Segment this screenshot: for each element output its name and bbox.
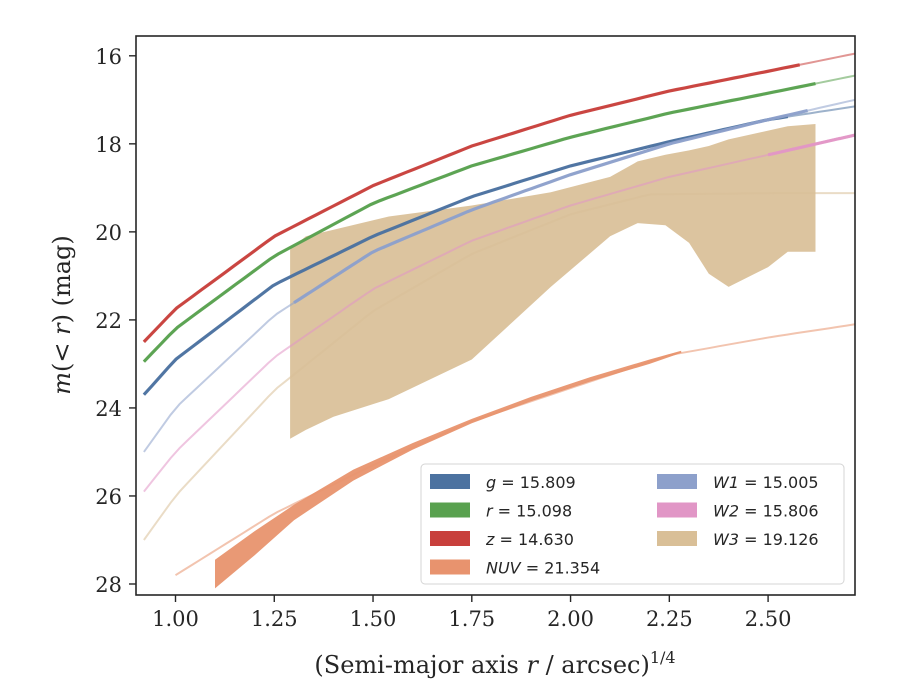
legend-entry-nuv: NUV = 21.354 [430, 559, 600, 578]
plot-frame [135, 35, 856, 596]
legend-swatch [657, 474, 697, 489]
legend-entry-g: g = 15.809 [430, 473, 576, 492]
y-axis: 16 18 20 22 24 26 28 [95, 45, 136, 597]
y-tick-label: 22 [95, 309, 122, 333]
x-tick-label: 1.50 [350, 607, 397, 631]
legend-entry-w1: W1 = 15.005 [657, 473, 819, 492]
x-tick-label: 1.75 [448, 607, 495, 631]
x-tick-label: 2.50 [745, 607, 792, 631]
legend-swatch [430, 502, 470, 518]
data-curve-z [142, 63, 801, 344]
legend-label: r = 15.098 [486, 502, 572, 521]
x-tick-label: 1.25 [251, 607, 298, 631]
x-tick-label: 2.00 [547, 607, 594, 631]
y-axis-label-text: m(< r) (mag) [48, 235, 76, 395]
legend: g = 15.809 r = 15.098 z = 14.630 NUV = 21.3… [420, 463, 845, 585]
legend-entry-w2: W2 = 15.806 [657, 502, 819, 521]
legend-entry-w3: W3 = 19.126 [657, 530, 819, 549]
legend-label: W2 = 15.806 [713, 502, 819, 521]
x-axis: 1.00 1.25 1.50 1.75 2.00 2.25 2.50 [152, 595, 791, 631]
legend-label: W3 = 19.126 [713, 530, 819, 549]
legend-swatch [430, 559, 470, 575]
x-axis-label-text: (Semi-major axis r / arcsec)1/4 [314, 648, 675, 679]
plot-area [142, 52, 855, 589]
legend-swatch [657, 502, 697, 518]
y-tick-label: 28 [95, 573, 122, 597]
data-curve-w2 [767, 133, 855, 157]
legend-label: g = 15.809 [486, 473, 576, 492]
data-curve-g [142, 115, 789, 396]
y-tick-label: 20 [95, 221, 122, 245]
y-axis-label: m(< r) (mag) [48, 235, 76, 395]
data-curve-r [142, 82, 816, 363]
legend-swatch [430, 531, 470, 546]
w3-uncertainty-band [290, 124, 816, 439]
legend-frame [420, 463, 845, 585]
y-tick-label: 16 [95, 45, 122, 69]
y-tick-label: 26 [95, 485, 122, 509]
legend-entry-r: r = 15.098 [430, 502, 572, 521]
data-curve-w1 [293, 109, 808, 305]
legend-swatch [430, 474, 470, 489]
x-axis-label: (Semi-major axis r / arcsec)1/4 [314, 648, 675, 679]
legend-swatch [657, 531, 697, 546]
legend-label: z = 14.630 [485, 530, 574, 549]
x-tick-label: 1.00 [152, 607, 199, 631]
model-curve-w2 [143, 134, 855, 493]
legend-entry-z: z = 14.630 [430, 530, 574, 549]
legend-label: W1 = 15.005 [713, 473, 819, 492]
y-tick-label: 18 [95, 133, 122, 157]
x-tick-label: 2.25 [646, 607, 693, 631]
model-curve-w3 [143, 192, 855, 541]
y-tick-label: 24 [95, 397, 122, 421]
legend-label: NUV = 21.354 [486, 559, 600, 578]
